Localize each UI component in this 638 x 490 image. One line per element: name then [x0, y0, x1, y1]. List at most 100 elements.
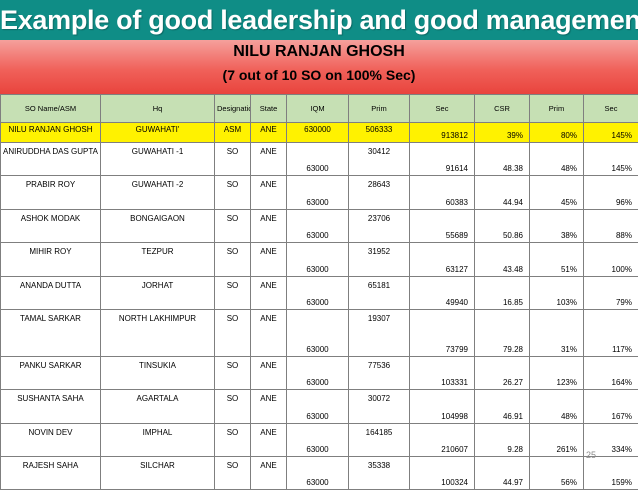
table-row: ANANDA DUTTA JORHAT SO ANE 63000 65181 4… — [1, 277, 638, 310]
cell-iqm: 63000 — [287, 310, 349, 357]
column-header: Hq — [101, 95, 215, 123]
cell-designation: SO — [215, 310, 251, 357]
cell-name: ASHOK MODAK — [1, 210, 101, 243]
cell-state: ANE — [251, 424, 287, 457]
cell-name: RAJESH SAHA — [1, 457, 101, 490]
cell-csr: 26.27 — [475, 357, 530, 390]
cell-iqm: 63000 — [287, 390, 349, 424]
cell-csr: 46.91 — [475, 390, 530, 424]
cell-iqm: 63000 — [287, 210, 349, 243]
cell-iqm: 63000 — [287, 424, 349, 457]
cell-sec-pct: 88% — [584, 210, 638, 243]
cell-sec: 55689 — [410, 210, 475, 243]
cell-prim: 19307 — [349, 310, 410, 357]
column-header: State — [251, 95, 287, 123]
column-header: Prim — [530, 95, 584, 123]
cell-hq: TEZPUR — [101, 243, 215, 277]
cell-hq: GUWAHATI -2 — [101, 176, 215, 210]
cell-sec: 210607 — [410, 424, 475, 457]
cell-designation: SO — [215, 243, 251, 277]
cell-designation: SO — [215, 424, 251, 457]
table-row: TAMAL SARKAR NORTH LAKHIMPUR SO ANE 6300… — [1, 310, 638, 357]
cell-iqm: 630000 — [287, 123, 349, 143]
column-header: Sec — [584, 95, 638, 123]
cell-state: ANE — [251, 310, 287, 357]
cell-sec-pct: 159% — [584, 457, 638, 490]
cell-state: ANE — [251, 277, 287, 310]
cell-name: MIHIR ROY — [1, 243, 101, 277]
cell-state: ANE — [251, 123, 287, 143]
cell-hq: IMPHAL — [101, 424, 215, 457]
summary-heading: (7 out of 10 SO on 100% Sec) — [0, 67, 638, 83]
cell-prim-pct: 48% — [530, 143, 584, 176]
cell-designation: ASM — [215, 123, 251, 143]
cell-designation: SO — [215, 357, 251, 390]
column-header: Designation — [215, 95, 251, 123]
cell-sec-pct: 79% — [584, 277, 638, 310]
cell-designation: SO — [215, 457, 251, 490]
cell-prim: 65181 — [349, 277, 410, 310]
cell-prim-pct: 261% — [530, 424, 584, 457]
cell-designation: SO — [215, 143, 251, 176]
cell-name: NILU RANJAN GHOSH — [1, 123, 101, 143]
table-row: RAJESH SAHA SILCHAR SO ANE 63000 35338 1… — [1, 457, 638, 490]
cell-prim: 506333 — [349, 123, 410, 143]
cell-hq: SILCHAR — [101, 457, 215, 490]
cell-sec-pct: 100% — [584, 243, 638, 277]
cell-csr: 48.38 — [475, 143, 530, 176]
cell-designation: SO — [215, 176, 251, 210]
table-row: PRABIR ROY GUWAHATI -2 SO ANE 63000 2864… — [1, 176, 638, 210]
column-header: CSR — [475, 95, 530, 123]
cell-csr: 79.28 — [475, 310, 530, 357]
cell-sec-pct: 145% — [584, 123, 638, 143]
cell-csr: 50.86 — [475, 210, 530, 243]
cell-sec-pct: 117% — [584, 310, 638, 357]
cell-prim-pct: 31% — [530, 310, 584, 357]
cell-prim-pct: 80% — [530, 123, 584, 143]
cell-sec-pct: 96% — [584, 176, 638, 210]
cell-designation: SO — [215, 210, 251, 243]
cell-sec: 60383 — [410, 176, 475, 210]
cell-hq: NORTH LAKHIMPUR — [101, 310, 215, 357]
cell-sec: 73799 — [410, 310, 475, 357]
cell-sec: 91614 — [410, 143, 475, 176]
cell-name: PANKU SARKAR — [1, 357, 101, 390]
cell-csr: 44.97 — [475, 457, 530, 490]
cell-csr: 39% — [475, 123, 530, 143]
cell-prim: 164185 — [349, 424, 410, 457]
table-row: ASHOK MODAK BONGAIGAON SO ANE 63000 2370… — [1, 210, 638, 243]
table-row: MIHIR ROY TEZPUR SO ANE 63000 31952 6312… — [1, 243, 638, 277]
cell-hq: BONGAIGAON — [101, 210, 215, 243]
cell-prim-pct: 38% — [530, 210, 584, 243]
cell-hq: JORHAT — [101, 277, 215, 310]
cell-sec: 103331 — [410, 357, 475, 390]
cell-designation: SO — [215, 390, 251, 424]
cell-iqm: 63000 — [287, 277, 349, 310]
column-header: Sec — [410, 95, 475, 123]
performance-table: SO Name/ASM Hq Designation State IQM Pri… — [0, 94, 638, 490]
cell-state: ANE — [251, 210, 287, 243]
slide-title: Example of good leadership and good mana… — [0, 0, 638, 40]
cell-state: ANE — [251, 390, 287, 424]
cell-designation: SO — [215, 277, 251, 310]
cell-state: ANE — [251, 176, 287, 210]
cell-prim-pct: 56% — [530, 457, 584, 490]
cell-iqm: 63000 — [287, 143, 349, 176]
table-row: ANIRUDDHA DAS GUPTA GUWAHATI -1 SO ANE 6… — [1, 143, 638, 176]
cell-csr: 43.48 — [475, 243, 530, 277]
cell-prim: 30072 — [349, 390, 410, 424]
cell-prim: 23706 — [349, 210, 410, 243]
table-row: NOVIN DEV IMPHAL SO ANE 63000 164185 210… — [1, 424, 638, 457]
cell-prim-pct: 51% — [530, 243, 584, 277]
page-number: 25 — [586, 450, 596, 460]
cell-name: ANIRUDDHA DAS GUPTA — [1, 143, 101, 176]
cell-name: ANANDA DUTTA — [1, 277, 101, 310]
cell-iqm: 63000 — [287, 357, 349, 390]
table-header-row: SO Name/ASM Hq Designation State IQM Pri… — [1, 95, 638, 123]
cell-csr: 16.85 — [475, 277, 530, 310]
cell-state: ANE — [251, 243, 287, 277]
column-header: IQM — [287, 95, 349, 123]
column-header: SO Name/ASM — [1, 95, 101, 123]
cell-sec-pct: 145% — [584, 143, 638, 176]
cell-name: NOVIN DEV — [1, 424, 101, 457]
